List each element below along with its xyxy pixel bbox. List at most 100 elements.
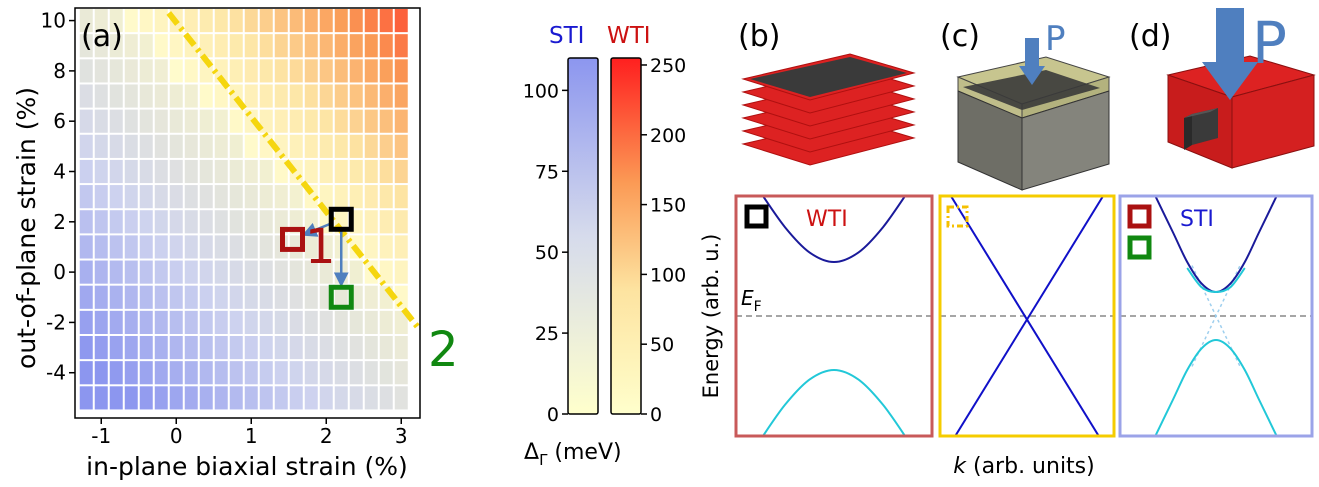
heatmap-cell — [94, 84, 108, 108]
heatmap-cell — [184, 210, 198, 234]
heatmap-cell — [259, 285, 273, 309]
heatmap-cell — [79, 109, 93, 133]
heatmap-cell — [109, 361, 123, 385]
heatmap-cell — [394, 134, 408, 158]
pressure-arrow-head-d — [1202, 62, 1258, 100]
heatmap-cell — [289, 34, 303, 58]
heatmap-cell — [184, 109, 198, 133]
heatmap-cell — [379, 109, 393, 133]
heatmap-cell — [94, 335, 108, 360]
heatmap-cell — [394, 210, 408, 234]
heatmap-cell — [259, 235, 273, 259]
heatmap-cell — [79, 84, 93, 108]
colorbar-sti — [567, 57, 599, 415]
heatmap-cell — [304, 310, 318, 334]
heatmap-cell — [364, 59, 378, 83]
heatmap-cell — [79, 34, 93, 58]
heatmap-cell — [379, 9, 393, 33]
heatmap-cell — [139, 159, 153, 184]
heatmap-cell — [244, 285, 258, 309]
heatmap-cell — [229, 134, 243, 158]
heatmap-cell — [274, 84, 288, 108]
heatmap-cell — [154, 285, 168, 309]
heatmap-cell — [304, 335, 318, 360]
heatmap-cell — [214, 109, 228, 133]
heatmap-cell — [334, 386, 348, 410]
heatmap-cell — [94, 9, 108, 33]
heatmap-cell — [364, 310, 378, 334]
heatmap-cell — [274, 59, 288, 83]
heatmap-cell — [304, 109, 318, 133]
heatmap-cell — [379, 310, 393, 334]
heatmap-cell — [214, 34, 228, 58]
heatmap-cell — [304, 9, 318, 33]
band-panel-dirac — [940, 196, 1114, 436]
heatmap-cell — [139, 34, 153, 58]
heatmap-cell — [109, 260, 123, 284]
heatmap-cell — [259, 310, 273, 334]
heatmap-cell — [259, 185, 273, 209]
band-curve — [1154, 338, 1278, 436]
heatmap-cell — [394, 235, 408, 259]
heatmap-cell — [304, 159, 318, 184]
heatmap-cell — [334, 335, 348, 360]
heatmap-cell — [349, 386, 363, 410]
heatmap-cell — [94, 285, 108, 309]
heatmap-cell — [319, 59, 333, 83]
heatmap-cell — [184, 285, 198, 309]
heatmap-cell — [379, 84, 393, 108]
heatmap-cell — [124, 285, 138, 309]
colorbar-tick-label: 50 — [650, 334, 674, 356]
heatmap-cell — [244, 335, 258, 360]
schematic-c: (c) P — [940, 19, 1111, 191]
heatmap-cell — [364, 185, 378, 209]
heatmap-cell — [289, 386, 303, 410]
heatmap-cell — [139, 386, 153, 410]
heatmap-cell — [199, 335, 213, 360]
heatmap-cell — [169, 235, 183, 259]
colorbar-tick-label: 100 — [523, 80, 559, 102]
heatmap-cell — [259, 361, 273, 385]
heatmap-cell — [319, 260, 333, 284]
heatmap-cell — [139, 210, 153, 234]
heatmap-cell — [199, 9, 213, 33]
heatmap-cell — [319, 109, 333, 133]
heatmap-cell — [154, 84, 168, 108]
heatmap-cell — [184, 9, 198, 33]
heatmap-cell — [229, 335, 243, 360]
heatmap-cell — [274, 185, 288, 209]
heatmap-cell — [124, 134, 138, 158]
heatmap-cell — [319, 310, 333, 334]
colorbar-unit-label: ΔΓ (meV) — [524, 440, 622, 469]
panel-label-d: (d) — [1129, 19, 1171, 54]
heatmap-cell — [94, 235, 108, 259]
heatmap-cell — [184, 260, 198, 284]
heatmap-cell — [139, 335, 153, 360]
heatmap-markers — [280, 206, 354, 310]
band-panel-sti — [1120, 196, 1312, 436]
heatmap-y-axis-label: out-of-plane strain (%) — [12, 87, 41, 369]
heatmap-cell — [199, 310, 213, 334]
heatmap-cell — [214, 159, 228, 184]
heatmap-cell — [379, 159, 393, 184]
heatmap-cell — [214, 235, 228, 259]
heatmap-cell — [394, 159, 408, 184]
heatmap-cell — [184, 59, 198, 83]
heatmap-cell — [199, 34, 213, 58]
heatmap-cell — [139, 185, 153, 209]
pressure-label-c: P — [1045, 19, 1066, 59]
heatmap-cell — [169, 109, 183, 133]
heatmap-cell — [304, 235, 318, 259]
heatmap-cell — [274, 386, 288, 410]
heatmap-cell — [289, 9, 303, 33]
colorbar-sti-title: STI — [549, 23, 584, 49]
heatmap-cell — [349, 9, 363, 33]
heatmap-cell — [379, 34, 393, 58]
heatmap-cell — [229, 285, 243, 309]
heatmap-cell — [199, 84, 213, 108]
heatmap-panel-label: (a) — [81, 19, 123, 54]
heatmap-cell — [259, 159, 273, 184]
heatmap-cell — [214, 210, 228, 234]
heatmap-cell — [139, 310, 153, 334]
heatmap-cell — [259, 260, 273, 284]
